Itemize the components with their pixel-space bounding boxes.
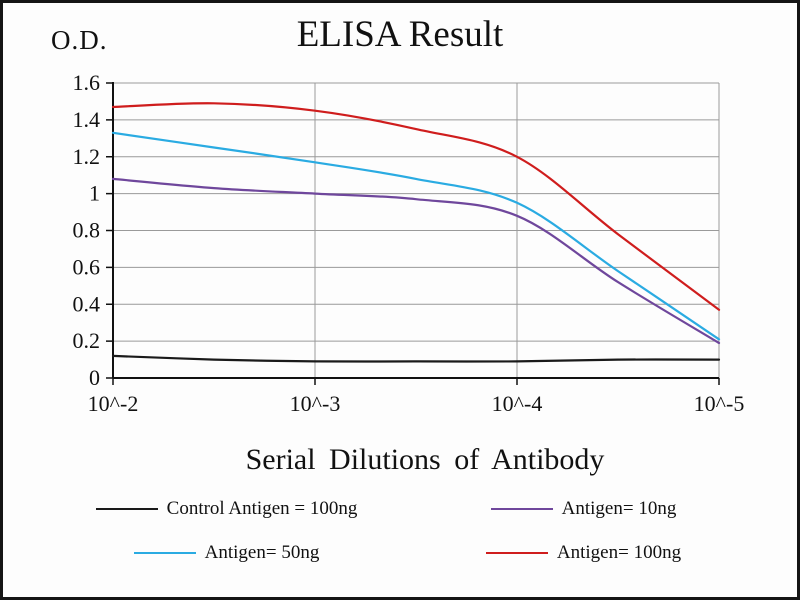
legend-line-swatch-purple — [490, 508, 553, 510]
x-tick-label: 10^-2 — [88, 391, 139, 416]
legend-line-swatch-cyan — [133, 552, 196, 554]
legend-label: Antigen= 100ng — [556, 542, 682, 563]
y-tick-label: 1.2 — [73, 144, 101, 169]
y-tick-label: 1.4 — [73, 107, 101, 132]
legend-item-control-antigen: Control Antigen = 100ng — [48, 498, 405, 520]
legend-label: Control Antigen = 100ng — [166, 498, 358, 519]
y-tick-label: 0.8 — [73, 218, 101, 243]
series-line-antigen-10ng — [111, 177, 721, 345]
plot-area: 0 0.2 0.4 0.6 0.8 1 1.2 1.4 1.6 10^-2 10^-3 10^-4 10… — [73, 70, 745, 416]
series-line-control-antigen-100ng — [111, 354, 721, 363]
legend-item-antigen-100ng: Antigen= 100ng — [405, 542, 762, 564]
y-tick-label: 1 — [89, 181, 100, 206]
legend-item-antigen-10ng: Antigen= 10ng — [405, 498, 762, 520]
x-tick-label: 10^-3 — [290, 391, 341, 416]
series-line-antigen-100ng — [111, 102, 721, 311]
legend-line-swatch-red — [485, 552, 548, 554]
legend-line-swatch-black — [95, 508, 158, 510]
x-axis-title: Serial Dilutions of Antibody — [245, 443, 605, 476]
y-tick-label: 1.6 — [73, 70, 101, 95]
y-tick-label: 0.6 — [73, 254, 101, 279]
series-line-antigen-50ng — [111, 131, 721, 341]
x-tick-label: 10^-4 — [492, 391, 543, 416]
legend: Control Antigen = 100ng Antigen= 10ng An… — [48, 498, 762, 564]
y-tick-label: 0 — [89, 365, 100, 390]
y-tick-label: 0.4 — [73, 291, 101, 316]
legend-label: Antigen= 10ng — [561, 498, 677, 519]
legend-item-antigen-50ng: Antigen= 50ng — [48, 542, 405, 564]
y-tick-label: 0.2 — [73, 328, 101, 353]
legend-label: Antigen= 50ng — [204, 542, 320, 563]
x-tick-label: 10^-5 — [694, 391, 745, 416]
y-axis-title: O.D. — [51, 25, 108, 55]
chart-title: ELISA Result — [296, 14, 504, 55]
